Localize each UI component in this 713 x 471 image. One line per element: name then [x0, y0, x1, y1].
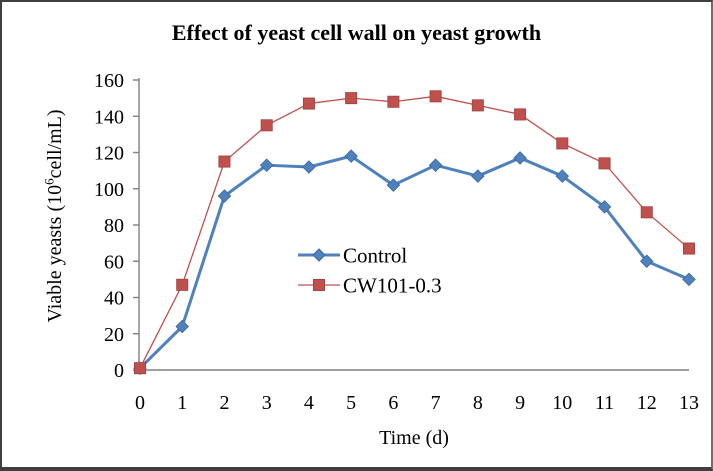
x-tick-label: 4 [304, 392, 314, 414]
chart-title: Effect of yeast cell wall on yeast growt… [171, 20, 542, 45]
x-tick-label: 5 [346, 392, 356, 414]
data-point-cw101-0-3 [345, 92, 358, 105]
y-tick-label: 20 [104, 324, 124, 346]
y-tick-label: 0 [114, 360, 124, 382]
data-point-cw101-0-3 [682, 242, 695, 255]
x-tick-label: 9 [515, 392, 525, 414]
x-tick-label: 1 [177, 392, 187, 414]
x-tick-label: 0 [135, 392, 145, 414]
x-tick-label: 3 [262, 392, 272, 414]
y-tick-label: 120 [94, 143, 124, 165]
data-point-cw101-0-3 [598, 157, 611, 170]
legend-label-control: Control [343, 244, 407, 268]
x-tick-label: 7 [431, 392, 441, 414]
series-line-control [138, 154, 691, 370]
x-axis-title: Time (d) [379, 427, 449, 449]
data-point-control [597, 200, 612, 214]
data-point-control [555, 169, 570, 183]
data-point-cw101-0-3 [260, 119, 273, 132]
data-point-cw101-0-3 [387, 95, 400, 108]
data-point-control [344, 149, 358, 163]
data-point-control [428, 158, 443, 172]
data-point-control [513, 151, 527, 165]
data-point-control [386, 178, 401, 192]
data-point-cw101-0-3 [471, 99, 484, 112]
data-point-cw101-0-3 [176, 278, 189, 291]
legend-marker-cw101-0-3 [312, 278, 325, 291]
data-point-cw101-0-3 [133, 362, 146, 375]
legend-label-cw101-0-3: CW101-0.3 [343, 274, 442, 298]
x-tick-label: 8 [473, 392, 483, 414]
data-point-cw101-0-3 [218, 155, 231, 168]
data-point-control [471, 169, 485, 183]
y-tick-label: 80 [104, 215, 124, 237]
legend-marker-control [312, 248, 326, 262]
data-point-control [682, 272, 696, 287]
y-tick-label: 40 [104, 288, 124, 310]
data-point-cw101-0-3 [556, 137, 569, 150]
y-tick-label: 160 [94, 70, 124, 92]
data-point-control [217, 189, 232, 203]
data-point-control [639, 254, 654, 269]
x-tick-label: 6 [388, 392, 398, 414]
data-point-cw101-0-3 [302, 97, 315, 110]
series-line-cw101-0-3 [139, 95, 690, 369]
data-point-control [175, 319, 189, 334]
y-tick-label: 140 [94, 106, 124, 128]
data-point-cw101-0-3 [640, 206, 653, 219]
x-tick-label: 10 [552, 392, 572, 414]
data-point-cw101-0-3 [429, 90, 442, 103]
x-tick-label: 11 [595, 392, 614, 414]
x-tick-label: 2 [219, 392, 229, 414]
data-point-control [302, 160, 316, 174]
y-tick-label: 60 [104, 251, 124, 273]
data-point-cw101-0-3 [514, 108, 527, 121]
data-point-control [259, 158, 274, 172]
x-tick-label: 12 [637, 392, 657, 414]
y-tick-label: 100 [94, 179, 124, 201]
x-tick-label: 13 [679, 392, 699, 414]
